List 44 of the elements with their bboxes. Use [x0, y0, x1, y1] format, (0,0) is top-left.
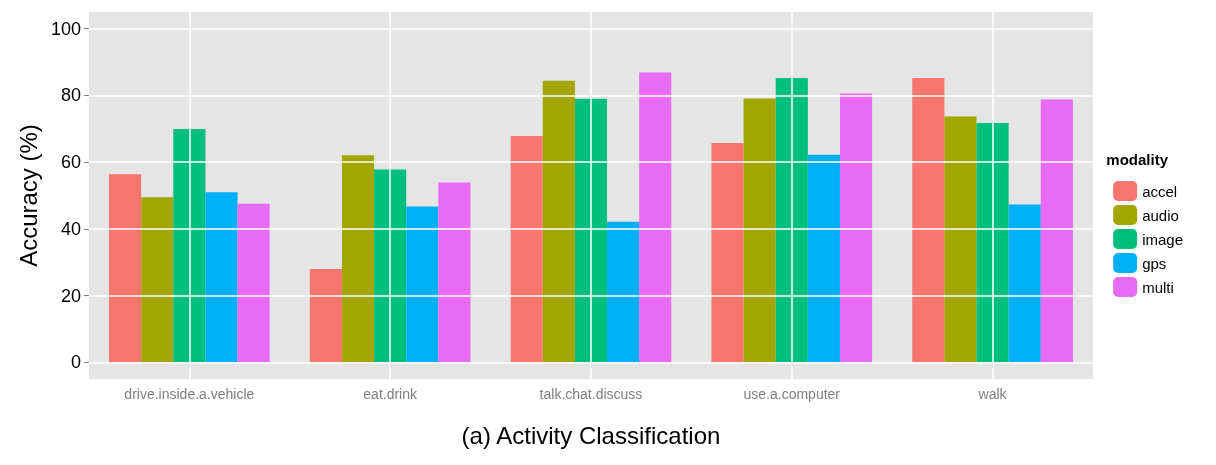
- bar: [205, 192, 238, 363]
- x-tick-label: drive.inside.a.vehicle: [124, 386, 255, 402]
- bar: [944, 116, 977, 363]
- bar: [438, 182, 471, 363]
- bar: [341, 155, 375, 363]
- x-tick-label: walk: [977, 386, 1008, 402]
- bar: [912, 78, 945, 363]
- y-tick-label: 60: [60, 152, 81, 173]
- legend-label: image: [1142, 230, 1183, 248]
- bar: [607, 221, 640, 363]
- bar: [1040, 99, 1073, 363]
- legend-label: accel: [1142, 182, 1178, 200]
- legend-title: modality: [1106, 151, 1169, 168]
- y-tick-label: 0: [70, 352, 81, 373]
- x-tick-label: talk.chat.discuss: [539, 386, 643, 402]
- bar: [510, 136, 543, 363]
- x-axis-title: (a) Activity Classification: [461, 421, 721, 449]
- x-tick-label: eat.drink: [363, 386, 418, 402]
- bar: [237, 203, 270, 363]
- y-tick-label: 80: [60, 85, 81, 106]
- bar: [309, 268, 342, 363]
- bar: [141, 197, 174, 363]
- bar: [542, 80, 575, 363]
- bar: [839, 93, 873, 363]
- bar: [1008, 204, 1041, 363]
- bar: [807, 154, 840, 363]
- bar: [976, 123, 1009, 363]
- bar: [711, 143, 744, 363]
- bar: [406, 206, 439, 363]
- bar: [173, 129, 206, 363]
- bar: [109, 174, 142, 363]
- legend-label: gps: [1142, 254, 1167, 272]
- y-tick-label: 20: [60, 285, 81, 306]
- bar: [639, 72, 672, 363]
- legend-label: audio: [1142, 206, 1179, 224]
- x-tick-label: use.a.computer: [743, 386, 841, 402]
- bar: [743, 98, 776, 363]
- y-tick-label: 100: [50, 18, 81, 39]
- y-axis-title: Accuracy (%): [14, 124, 42, 267]
- bar: [775, 78, 808, 363]
- y-tick-label: 40: [60, 218, 81, 239]
- bar: [574, 98, 608, 363]
- legend-label: multi: [1142, 278, 1174, 296]
- bar: [374, 169, 407, 363]
